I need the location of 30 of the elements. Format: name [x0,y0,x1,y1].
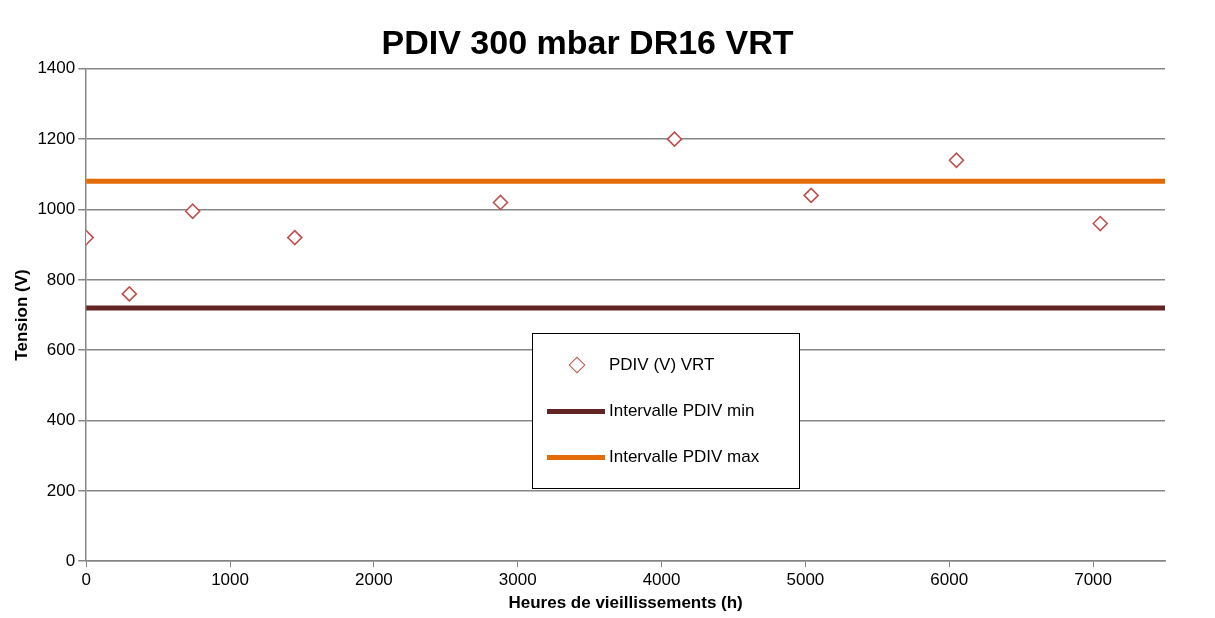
y-tick-label: 200 [46,480,76,500]
y-tick-label: 600 [46,339,76,359]
legend-label: Intervalle PDIV min [609,401,755,421]
point [666,131,683,147]
y-tick-label: 1200 [37,128,76,148]
legend-label: PDIV (V) VRT [609,355,715,375]
chart-title: PDIV 300 mbar DR16 VRT [381,22,794,61]
legend-label: Intervalle PDIV max [609,447,760,467]
y-tick-label: 1000 [37,199,76,219]
point [121,286,138,302]
x-tick-label: 1000 [211,570,249,590]
point [184,203,201,220]
x-tick-label: 4000 [642,570,681,590]
x-tick-label: 0 [81,570,91,590]
x-tick-label: 6000 [930,570,969,590]
y-tick-label: 0 [65,550,76,570]
point [948,152,965,169]
x-tick-label: 2000 [354,570,393,590]
point [1092,215,1109,232]
point [286,229,303,246]
x-tick-label: 3000 [498,570,537,590]
y-tick-label: 400 [46,410,76,430]
x-axis-title: Heures de vieillissements (h) [508,593,743,613]
point [803,187,819,204]
x-tick-label: 5000 [786,570,825,590]
y-tick-label: 1400 [37,58,76,78]
y-tick-label: 800 [46,269,76,289]
x-tick-label: 7000 [1074,570,1112,590]
point [492,194,509,211]
y-axis-title: Tension (V) [11,269,31,361]
